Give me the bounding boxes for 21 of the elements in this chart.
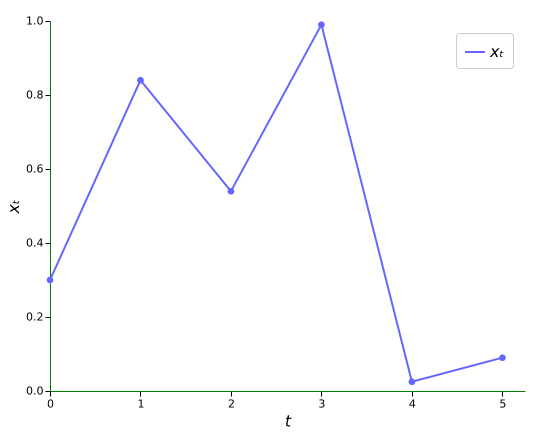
- legend-label: xₜ: [489, 42, 504, 61]
- x-tick-label: 4: [408, 398, 416, 410]
- x-tick-label: 0: [47, 398, 54, 410]
- point: [46, 276, 54, 284]
- point: [408, 378, 416, 386]
- y-tick-label: 0.0: [26, 384, 44, 398]
- x-tick-label: 3: [318, 398, 326, 410]
- y-tick-label: 0.2: [26, 310, 44, 324]
- point: [228, 188, 234, 195]
- y-tick-label: 1.0: [26, 14, 44, 28]
- x-axis-title: t: [284, 412, 292, 430]
- x-tick-label: 1: [137, 398, 144, 410]
- y-axis-title: xₜ: [4, 199, 24, 215]
- y-tick-label: 0.8: [26, 88, 44, 102]
- x-tick-label: 2: [228, 398, 235, 410]
- y-tick-label: 0.4: [26, 236, 44, 250]
- y-tick-label: 0.6: [26, 162, 44, 176]
- point: [499, 354, 506, 362]
- point: [137, 76, 144, 84]
- x-tick-label: 5: [499, 398, 506, 410]
- point: [318, 21, 325, 28]
